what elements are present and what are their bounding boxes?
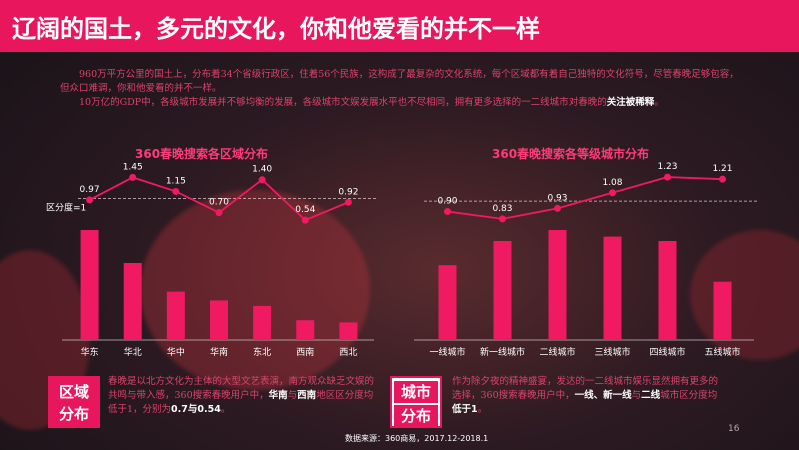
line-point	[609, 189, 616, 197]
bar	[713, 281, 732, 340]
x-tick-label: 一线城市	[429, 346, 465, 358]
line-point	[129, 173, 137, 181]
data-label: 0.92	[338, 187, 358, 197]
baseline-label: 区分度=1	[46, 202, 86, 214]
region-chart-title: 360春晚搜索各区域分布	[135, 147, 269, 161]
line-point	[301, 216, 309, 224]
x-tick-label: 西北	[339, 347, 357, 358]
region-chart: 区分度=1 华东 华北 华中 华南 东北 西南 西北 0.97 1.45 1.15 0.70 1.40 0…	[46, 162, 378, 358]
page-header: 辽阔的国土，多元的文化，你和他爱看的并不一样	[0, 0, 799, 52]
city-distribution-tag: 城市 分布	[390, 376, 442, 428]
x-tick-label: 五线城市	[704, 346, 740, 358]
bar	[80, 230, 99, 340]
data-label: 0.93	[547, 193, 567, 203]
city-note: 作为除夕夜的精神盛宴，发达的一二线城市娱乐显然拥有更多的选择，360搜索春晚用户…	[452, 375, 722, 417]
x-tick-label: 华东	[81, 346, 99, 358]
line-point	[344, 198, 352, 206]
bar	[493, 241, 512, 340]
bar	[210, 300, 228, 340]
background-lantern	[690, 230, 799, 360]
region-note-highlight-1: 华南	[268, 390, 288, 401]
city-note-text-4: 。	[477, 404, 488, 415]
x-tick-label: 华中	[167, 346, 185, 358]
series-line	[447, 176, 723, 220]
intro-text: 960万平方公里的国土上，分布着34个省级行政区，住着56个民族，这构成了最复杂…	[60, 68, 740, 110]
x-tick-label: 三线城市	[594, 346, 630, 358]
data-label: 0.97	[80, 185, 100, 195]
background-lantern	[140, 190, 370, 390]
bar	[438, 265, 457, 340]
data-label: 0.70	[209, 198, 229, 208]
line-point	[86, 196, 94, 204]
line-point	[554, 204, 561, 212]
x-tick-label: 西南	[296, 346, 314, 358]
intro-p2-text-b: 。	[654, 97, 664, 108]
bar	[296, 320, 315, 340]
data-label: 1.40	[252, 165, 272, 175]
line-point	[664, 173, 671, 181]
region-distribution-tag: 区域 分布	[48, 376, 100, 428]
bar	[339, 322, 358, 340]
line-point	[719, 175, 726, 183]
data-label: 1.23	[657, 162, 677, 172]
region-note-highlight-3: 0.7与0.54	[171, 404, 221, 415]
city-note-text-3: 城市区分度均	[660, 390, 718, 401]
x-tick-label: 华北	[124, 346, 142, 358]
city-note-highlight-3: 低于1	[452, 404, 478, 415]
intro-paragraph-2: 10万亿的GDP中，各级城市发展并不够均衡的发展，各级城市文娱发展水平也不尽相同…	[60, 96, 740, 110]
bar	[548, 230, 567, 340]
page-number: 16	[728, 424, 740, 434]
region-note-text-1: 春晚是以北方文化为主体的大型文艺表演，南方观众缺乏文娱的共鸣与带入感，360搜索…	[108, 376, 375, 401]
x-tick-label: 华南	[210, 346, 228, 358]
city-tag-line-1: 城市	[394, 381, 438, 403]
data-label: 1.45	[123, 162, 143, 172]
city-tag-line-2: 分布	[394, 405, 438, 427]
region-tag-line-1: 区域	[58, 383, 89, 401]
bar	[123, 263, 142, 340]
city-note-text-1: 作为除夕夜的精神盛宴，发达的一二线城市娱乐显然拥有更多的选择，360搜索春晚用户…	[452, 376, 719, 401]
city-note-highlight-1: 一线、新一线	[574, 390, 632, 401]
line-point	[444, 208, 451, 216]
city-chart-title: 360春晚搜索各等级城市分布	[492, 147, 650, 161]
region-tag-line-2: 分布	[58, 405, 89, 423]
line-point	[172, 187, 180, 195]
bar	[166, 291, 185, 340]
city-note-text-2: 与	[631, 390, 642, 401]
x-tick-label: 四线城市	[649, 346, 685, 358]
region-note-text-4: 。	[220, 404, 231, 415]
data-label: 1.15	[166, 176, 186, 186]
data-label: 1.08	[602, 178, 622, 188]
bar	[658, 241, 677, 340]
intro-p2-text-a: 10万亿的GDP中，各级城市发展并不够均衡的发展，各级城市文娱发展水平也不尽相同…	[79, 97, 607, 108]
data-label: 1.21	[712, 164, 732, 174]
data-label: 0.90	[437, 197, 457, 207]
x-tick-label: 东北	[253, 346, 271, 358]
intro-paragraph-1: 960万平方公里的国土上，分布着34个省级行政区，住着56个民族，这构成了最复杂…	[60, 69, 739, 94]
region-note-highlight-2: 西南	[297, 390, 317, 401]
city-chart: 一线城市 新一线城市 二线城市 三线城市 四线城市 五线城市 0.90 0.83 0.93 1.0…	[414, 162, 758, 358]
page-title: 辽阔的国土，多元的文化，你和他爱看的并不一样	[12, 14, 540, 43]
region-note: 春晚是以北方文化为主体的大型文艺表演，南方观众缺乏文娱的共鸣与带入感，360搜索…	[108, 375, 378, 417]
bar	[253, 305, 272, 340]
bar	[603, 236, 622, 340]
city-note-highlight-2: 二线	[641, 390, 661, 401]
intro-p2-emphasis: 关注被稀释	[606, 97, 655, 108]
data-source: 数据来源：360商易，2017.12-2018.1	[345, 434, 489, 443]
x-tick-label: 新一线城市	[480, 346, 525, 358]
data-label: 0.83	[492, 204, 512, 214]
line-point	[215, 209, 223, 217]
region-note-text-3: 地区区分度均低于1，分别为	[108, 390, 374, 415]
line-point	[258, 176, 266, 184]
line-point	[499, 215, 506, 223]
x-tick-label: 二线城市	[539, 346, 575, 358]
data-label: 0.54	[295, 205, 315, 215]
region-note-text-2: 与	[287, 390, 298, 401]
